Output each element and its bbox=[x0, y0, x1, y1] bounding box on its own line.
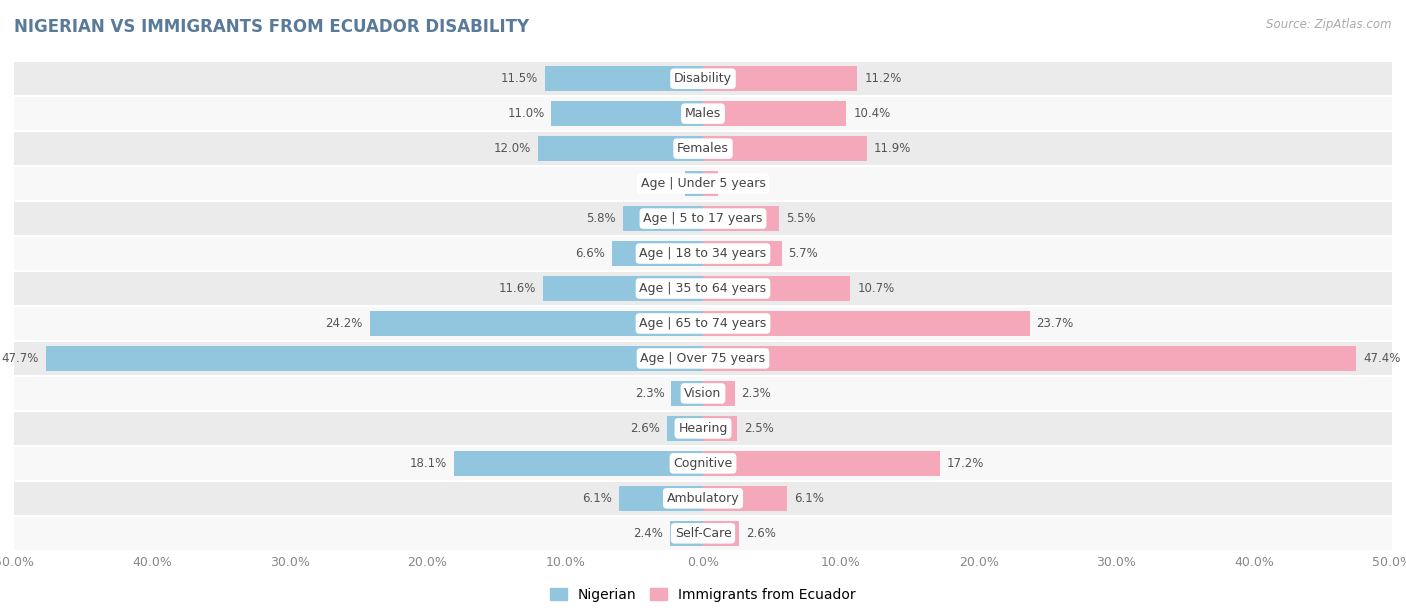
Text: Males: Males bbox=[685, 107, 721, 120]
Text: Females: Females bbox=[678, 142, 728, 155]
Text: Self-Care: Self-Care bbox=[675, 527, 731, 540]
Bar bbox=[612, 241, 703, 266]
Bar bbox=[537, 136, 703, 161]
Bar bbox=[46, 346, 703, 371]
Bar bbox=[14, 446, 1392, 481]
Bar bbox=[703, 381, 735, 406]
Text: 1.3%: 1.3% bbox=[648, 177, 678, 190]
Bar bbox=[551, 101, 703, 126]
Bar bbox=[543, 276, 703, 301]
Text: Hearing: Hearing bbox=[678, 422, 728, 435]
Bar bbox=[14, 166, 1392, 201]
Bar bbox=[454, 451, 703, 476]
Text: Ambulatory: Ambulatory bbox=[666, 492, 740, 505]
Text: 2.5%: 2.5% bbox=[744, 422, 775, 435]
Bar bbox=[14, 96, 1392, 131]
Bar bbox=[703, 416, 738, 441]
Bar bbox=[14, 481, 1392, 516]
Bar bbox=[14, 306, 1392, 341]
Bar bbox=[668, 416, 703, 441]
Bar bbox=[14, 201, 1392, 236]
Text: 1.1%: 1.1% bbox=[725, 177, 755, 190]
Bar bbox=[703, 171, 718, 196]
Text: 5.8%: 5.8% bbox=[586, 212, 616, 225]
Text: 47.7%: 47.7% bbox=[1, 352, 39, 365]
Bar bbox=[14, 236, 1392, 271]
Bar bbox=[703, 486, 787, 511]
Bar bbox=[703, 101, 846, 126]
Bar bbox=[703, 136, 868, 161]
Bar bbox=[703, 241, 782, 266]
Bar bbox=[703, 451, 941, 476]
Bar bbox=[703, 66, 858, 91]
Text: 6.6%: 6.6% bbox=[575, 247, 605, 260]
Text: 5.5%: 5.5% bbox=[786, 212, 815, 225]
Text: 2.4%: 2.4% bbox=[633, 527, 664, 540]
Bar bbox=[14, 516, 1392, 551]
Bar bbox=[703, 276, 851, 301]
Text: 18.1%: 18.1% bbox=[409, 457, 447, 470]
Bar bbox=[370, 311, 703, 336]
Text: Age | 18 to 34 years: Age | 18 to 34 years bbox=[640, 247, 766, 260]
Text: 17.2%: 17.2% bbox=[946, 457, 984, 470]
Text: 11.5%: 11.5% bbox=[501, 72, 537, 85]
Text: 10.7%: 10.7% bbox=[858, 282, 894, 295]
Text: 2.3%: 2.3% bbox=[741, 387, 772, 400]
Text: Age | 5 to 17 years: Age | 5 to 17 years bbox=[644, 212, 762, 225]
Bar bbox=[14, 61, 1392, 96]
Text: 6.1%: 6.1% bbox=[582, 492, 612, 505]
Text: Age | 65 to 74 years: Age | 65 to 74 years bbox=[640, 317, 766, 330]
Text: 11.9%: 11.9% bbox=[875, 142, 911, 155]
Bar bbox=[703, 206, 779, 231]
Text: 47.4%: 47.4% bbox=[1362, 352, 1400, 365]
Bar bbox=[623, 206, 703, 231]
Text: Cognitive: Cognitive bbox=[673, 457, 733, 470]
Text: Age | Over 75 years: Age | Over 75 years bbox=[641, 352, 765, 365]
Text: 2.6%: 2.6% bbox=[630, 422, 661, 435]
Bar bbox=[703, 311, 1029, 336]
Bar bbox=[703, 521, 738, 546]
Text: 5.7%: 5.7% bbox=[789, 247, 818, 260]
Bar bbox=[14, 376, 1392, 411]
Bar bbox=[544, 66, 703, 91]
Bar bbox=[14, 271, 1392, 306]
Text: 6.1%: 6.1% bbox=[794, 492, 824, 505]
Text: 24.2%: 24.2% bbox=[325, 317, 363, 330]
Bar bbox=[619, 486, 703, 511]
Text: Vision: Vision bbox=[685, 387, 721, 400]
Text: 11.6%: 11.6% bbox=[499, 282, 536, 295]
Text: Disability: Disability bbox=[673, 72, 733, 85]
Text: NIGERIAN VS IMMIGRANTS FROM ECUADOR DISABILITY: NIGERIAN VS IMMIGRANTS FROM ECUADOR DISA… bbox=[14, 18, 529, 36]
Bar bbox=[669, 521, 703, 546]
Bar bbox=[14, 131, 1392, 166]
Bar bbox=[685, 171, 703, 196]
Text: Source: ZipAtlas.com: Source: ZipAtlas.com bbox=[1267, 18, 1392, 31]
Text: 12.0%: 12.0% bbox=[494, 142, 531, 155]
Text: Age | 35 to 64 years: Age | 35 to 64 years bbox=[640, 282, 766, 295]
Text: 23.7%: 23.7% bbox=[1036, 317, 1074, 330]
Bar bbox=[14, 341, 1392, 376]
Legend: Nigerian, Immigrants from Ecuador: Nigerian, Immigrants from Ecuador bbox=[544, 583, 862, 608]
Bar bbox=[671, 381, 703, 406]
Text: 2.6%: 2.6% bbox=[745, 527, 776, 540]
Text: 11.2%: 11.2% bbox=[865, 72, 901, 85]
Text: 11.0%: 11.0% bbox=[508, 107, 544, 120]
Text: 10.4%: 10.4% bbox=[853, 107, 890, 120]
Bar bbox=[14, 411, 1392, 446]
Text: Age | Under 5 years: Age | Under 5 years bbox=[641, 177, 765, 190]
Bar bbox=[703, 346, 1357, 371]
Text: 2.3%: 2.3% bbox=[634, 387, 665, 400]
